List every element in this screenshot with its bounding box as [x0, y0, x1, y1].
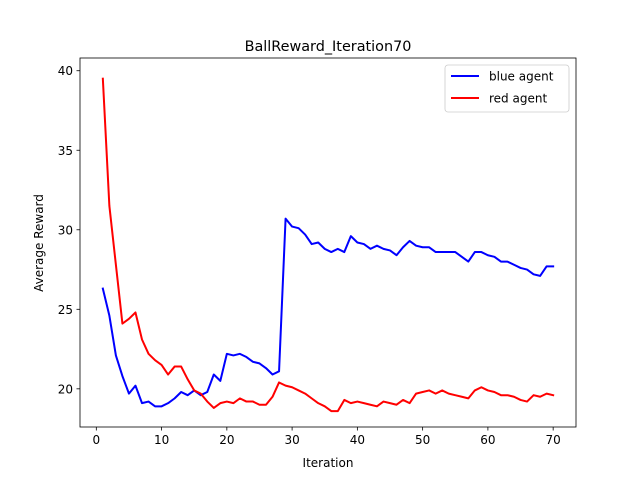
legend-label: red agent: [489, 92, 547, 106]
legend-label: blue agent: [489, 70, 554, 84]
x-tick-label: 50: [415, 433, 430, 447]
y-tick-label: 40: [58, 64, 73, 78]
axes-frame: [79, 57, 577, 428]
plot-area: 0 10 20 30 40 50 60 70 20 25 30 35 40 blue agent red a…: [58, 57, 577, 447]
x-tick-label: 70: [546, 433, 561, 447]
y-axis-label: Average Reward: [32, 194, 46, 292]
series-line-red-agent: [101, 77, 555, 413]
y-tick-label: 20: [58, 382, 73, 396]
x-tick-label: 10: [154, 433, 169, 447]
x-tick-label: 20: [219, 433, 234, 447]
y-tick-label: 35: [58, 144, 73, 158]
x-tick-label: 30: [284, 433, 299, 447]
chart-title: BallReward_Iteration70: [245, 39, 412, 55]
series-line-blue-agent: [101, 217, 555, 408]
y-tick-label: 30: [58, 223, 73, 237]
x-tick-label: 40: [350, 433, 365, 447]
y-tick-label: 25: [58, 303, 73, 317]
x-axis-label: Iteration: [303, 456, 354, 470]
x-tick-label: 60: [480, 433, 495, 447]
x-tick-label: 0: [92, 433, 100, 447]
